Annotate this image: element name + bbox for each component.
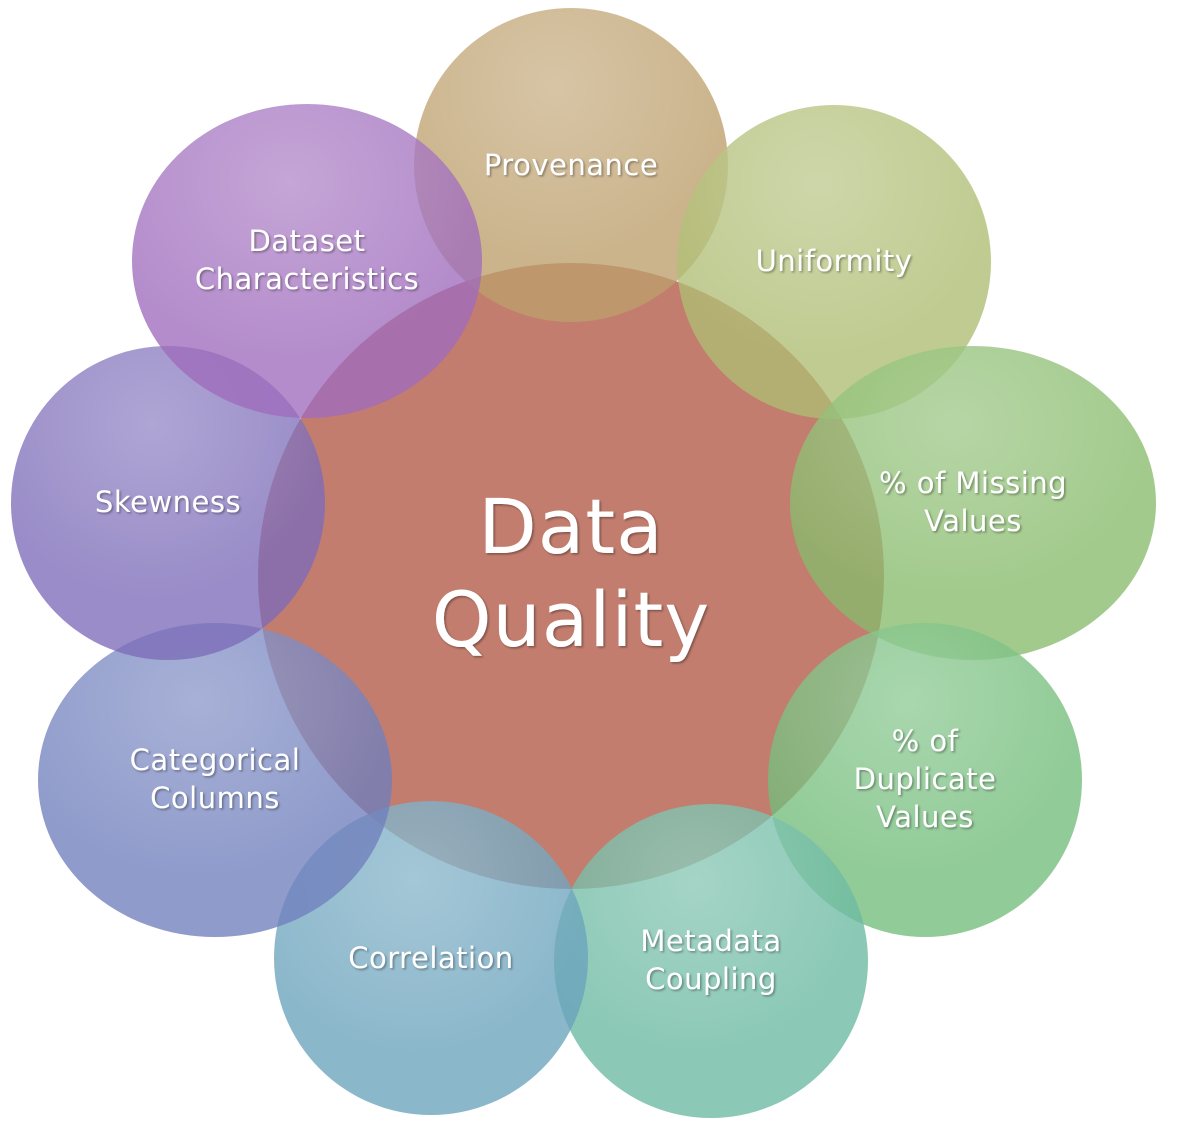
label-metadata-coupling: Metadata Coupling: [640, 924, 781, 996]
label-metadata-coupling-line-2: Coupling: [645, 962, 777, 996]
circle-gloss-provenance: [414, 8, 728, 322]
label-duplicate-values-line-3: Values: [876, 800, 974, 834]
circle-gloss-uniformity: [677, 105, 991, 419]
satellite-shapes: [11, 8, 1156, 1118]
circle-gloss-categorical-columns: [38, 623, 392, 937]
center-label: Data Quality: [432, 482, 711, 664]
label-provenance-line-1: Provenance: [484, 148, 658, 182]
center-label-line-2: Quality: [432, 575, 711, 664]
circle-gloss-metadata-coupling: [554, 804, 868, 1118]
label-duplicate-values-line-2: Duplicate: [854, 762, 997, 796]
center-node: [258, 263, 884, 889]
label-duplicate-values: % of Duplicate Values: [854, 724, 997, 834]
label-categorical-columns-line-1: Categorical: [130, 743, 301, 777]
circle-gloss-missing-values: [790, 346, 1156, 660]
center-label-line-1: Data: [478, 482, 663, 571]
circle-gloss-duplicate-values: [768, 623, 1082, 937]
label-provenance: Provenance: [484, 148, 658, 182]
label-dataset-characteristics: Dataset Characteristics: [195, 224, 419, 296]
circle-gloss-skewness: [11, 346, 325, 660]
label-dataset-characteristics-line-1: Dataset: [248, 224, 365, 258]
label-uniformity: Uniformity: [756, 244, 913, 278]
label-uniformity-line-1: Uniformity: [756, 244, 913, 278]
label-correlation: Correlation: [348, 941, 513, 975]
label-metadata-coupling-line-1: Metadata: [640, 924, 781, 958]
label-categorical-columns-line-2: Columns: [150, 781, 280, 815]
label-missing-values-line-2: Values: [924, 504, 1022, 538]
label-correlation-line-1: Correlation: [348, 941, 513, 975]
label-dataset-characteristics-line-2: Characteristics: [195, 262, 419, 296]
circle-gloss-dataset-characteristics: [132, 104, 482, 418]
label-duplicate-values-line-1: % of: [892, 724, 959, 758]
label-missing-values-line-1: % of Missing: [879, 466, 1067, 500]
circle-gloss-correlation: [274, 801, 588, 1115]
label-skewness: Skewness: [95, 485, 241, 519]
center-circle: [258, 263, 884, 889]
label-missing-values: % of Missing Values: [879, 466, 1067, 538]
label-skewness-line-1: Skewness: [95, 485, 241, 519]
label-categorical-columns: Categorical Columns: [130, 743, 301, 815]
